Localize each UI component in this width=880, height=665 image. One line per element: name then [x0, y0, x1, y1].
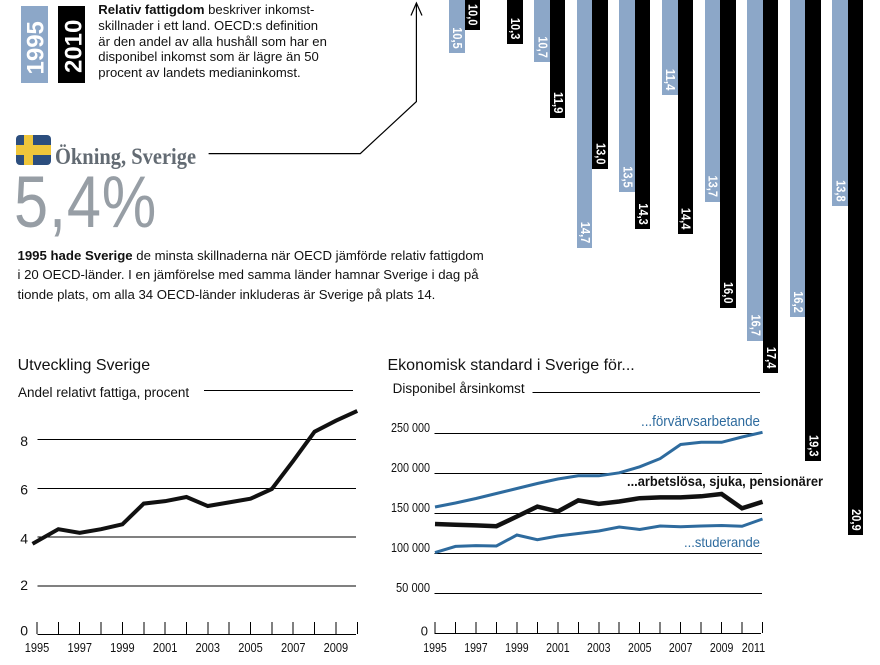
- svg-text:1995: 1995: [423, 640, 447, 655]
- svg-text:50 000: 50 000: [396, 580, 430, 595]
- svg-text:1995: 1995: [23, 21, 50, 74]
- svg-text:16,2: 16,2: [791, 291, 805, 313]
- svg-text:14,7: 14,7: [578, 222, 592, 244]
- svg-text:1997: 1997: [67, 640, 92, 655]
- svg-text:13,5: 13,5: [621, 166, 635, 188]
- svg-text:...arbetslösa, sjuka, pensionä: ...arbetslösa, sjuka, pensionärer: [627, 473, 824, 489]
- svg-text:...studerande: ...studerande: [684, 534, 760, 550]
- svg-text:2: 2: [20, 577, 28, 593]
- svg-text:...förvärvsarbetande: ...förvärvsarbetande: [641, 413, 760, 430]
- svg-text:150 000: 150 000: [391, 500, 430, 515]
- svg-text:16,0: 16,0: [721, 282, 735, 304]
- svg-text:13,8: 13,8: [834, 180, 848, 202]
- svg-text:13,0: 13,0: [593, 143, 607, 165]
- svg-text:0: 0: [20, 623, 28, 639]
- svg-text:100 000: 100 000: [391, 540, 430, 555]
- svg-text:8: 8: [20, 433, 28, 449]
- svg-text:200 000: 200 000: [391, 460, 430, 475]
- svg-text:1997: 1997: [464, 640, 488, 655]
- svg-text:10,7: 10,7: [535, 36, 549, 58]
- svg-text:17,4: 17,4: [764, 347, 778, 369]
- svg-text:19,3: 19,3: [806, 435, 820, 457]
- svg-text:14,4: 14,4: [679, 208, 693, 230]
- svg-text:2007: 2007: [669, 640, 693, 655]
- svg-text:14,3: 14,3: [636, 203, 650, 225]
- svg-text:10,3: 10,3: [508, 18, 522, 40]
- svg-text:2003: 2003: [587, 640, 611, 655]
- svg-text:2005: 2005: [628, 640, 652, 655]
- svg-text:2001: 2001: [546, 640, 570, 655]
- svg-text:11,4: 11,4: [663, 69, 677, 91]
- svg-text:16,7: 16,7: [748, 315, 762, 337]
- svg-text:20,9: 20,9: [849, 509, 863, 531]
- svg-text:2005: 2005: [238, 640, 263, 655]
- svg-text:11,9: 11,9: [551, 92, 565, 114]
- svg-text:2010: 2010: [60, 20, 87, 73]
- svg-text:2003: 2003: [196, 640, 221, 655]
- svg-text:6: 6: [20, 481, 28, 497]
- svg-text:1999: 1999: [110, 640, 135, 655]
- svg-text:10,5: 10,5: [450, 27, 464, 49]
- svg-text:13,7: 13,7: [706, 176, 720, 198]
- svg-text:2011: 2011: [742, 640, 766, 655]
- svg-text:0: 0: [421, 624, 428, 639]
- svg-text:1999: 1999: [505, 640, 529, 655]
- svg-text:2007: 2007: [281, 640, 306, 655]
- svg-text:1995: 1995: [25, 640, 50, 655]
- svg-text:4: 4: [20, 530, 28, 546]
- svg-text:250 000: 250 000: [391, 420, 430, 435]
- svg-text:2001: 2001: [153, 640, 178, 655]
- svg-text:10,0: 10,0: [466, 4, 480, 26]
- svg-text:2009: 2009: [710, 640, 734, 655]
- svg-text:2009: 2009: [324, 640, 349, 655]
